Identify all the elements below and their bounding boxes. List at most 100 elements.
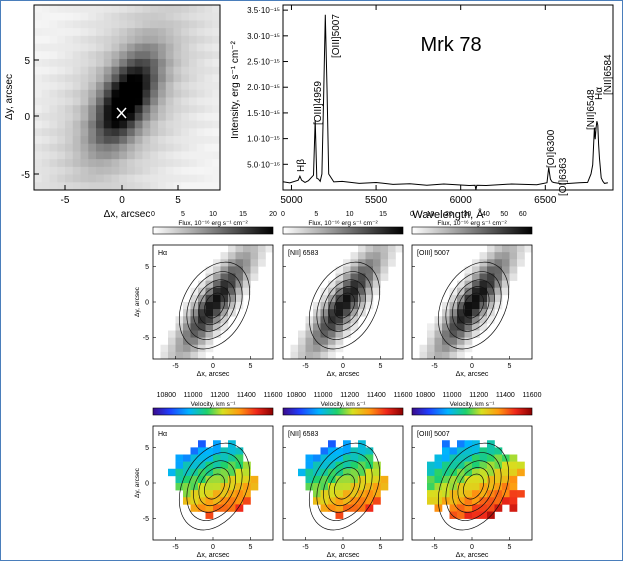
- contour-line: [328, 286, 361, 326]
- map-pixel: [457, 287, 465, 296]
- top-image-pixel: [41, 112, 50, 122]
- map-pixel: [235, 468, 244, 477]
- map-pixel: [442, 344, 450, 353]
- map-pixel: [198, 497, 206, 505]
- map-xtick-label: 0: [470, 363, 474, 370]
- map-pixel: [235, 287, 244, 296]
- top-image-pixel: [72, 28, 81, 37]
- map-pixel: [464, 280, 473, 289]
- top-image-pixel: [103, 166, 112, 175]
- top-image-pixel: [150, 159, 159, 168]
- top-image-pixel: [212, 151, 221, 160]
- map-pixel: [335, 294, 344, 303]
- top-image-pixel: [127, 159, 136, 168]
- map-pixel: [335, 287, 344, 296]
- map-pixel: [258, 245, 266, 253]
- map-pixel: [320, 490, 329, 498]
- map-pixel: [509, 475, 518, 484]
- top-image-pixel: [134, 66, 143, 75]
- map-pixel: [509, 490, 518, 498]
- top-image-pixel: [134, 5, 143, 14]
- top-image-pixel: [57, 97, 66, 106]
- top-image-pixel: [111, 66, 120, 75]
- top-image-pixel: [72, 128, 81, 137]
- map-pixel: [320, 351, 329, 360]
- top-image-pixel: [80, 151, 89, 160]
- map-pixel: [494, 287, 503, 296]
- map-pixel: [472, 475, 480, 484]
- top-image-pixel: [88, 82, 97, 91]
- map-pixel: [328, 309, 336, 317]
- map-pixel: [235, 259, 244, 267]
- top-image-pixel: [150, 5, 159, 14]
- top-image-pixel: [88, 174, 97, 183]
- top-image-pixel: [173, 58, 182, 68]
- map-pixel: [228, 280, 236, 289]
- map-pixel: [220, 287, 229, 296]
- top-image-pixel: [41, 89, 50, 98]
- map-pixel: [517, 259, 525, 267]
- map-pixel: [175, 461, 184, 470]
- map-xtick-label: 5: [508, 544, 512, 551]
- top-image-pixel: [173, 74, 182, 83]
- top-image-pixel: [158, 136, 167, 145]
- map-pixel: [190, 454, 199, 462]
- map-pixel: [479, 309, 488, 317]
- map-pixel: [220, 504, 229, 512]
- map-pixel: [190, 309, 199, 317]
- map-pixel: [213, 273, 221, 281]
- map-pixel: [213, 490, 221, 498]
- map-pixel: [343, 316, 351, 324]
- map-pixel: [442, 323, 450, 331]
- colorbar-tick-label: 10800: [416, 392, 436, 399]
- top-image-pixel: [96, 136, 105, 145]
- map-pixel: [205, 337, 214, 346]
- map-pixel: [434, 468, 443, 477]
- top-image-pixel: [34, 120, 43, 129]
- map-pixel: [464, 511, 473, 519]
- top-ylabel: Δy, arcsec: [4, 74, 15, 120]
- top-image-pixel: [119, 20, 128, 29]
- map-pixel: [313, 337, 321, 346]
- top-image-pixel: [134, 128, 143, 137]
- map-pixel: [457, 461, 465, 470]
- top-image-pixel: [212, 166, 221, 175]
- map-pixel: [335, 490, 344, 498]
- top-image-pixel: [57, 166, 66, 175]
- top-image-pixel: [196, 82, 205, 91]
- top-image-pixel: [158, 74, 167, 83]
- map-pixel: [235, 252, 244, 260]
- map-pixel: [213, 280, 221, 289]
- map-pixel: [205, 475, 214, 484]
- top-image-pixel: [103, 105, 112, 114]
- map-pixel: [350, 280, 359, 289]
- map-pixel: [335, 461, 344, 470]
- map-pixel: [198, 302, 206, 310]
- map-pixel: [243, 461, 251, 470]
- map-pixel: [213, 302, 221, 310]
- map-pixel: [487, 266, 495, 274]
- top-image-pixel: [34, 112, 43, 122]
- contour-line: [308, 442, 381, 531]
- top-image-pixel: [189, 182, 198, 191]
- map-pixel: [427, 344, 435, 353]
- map-pixel: [479, 504, 488, 512]
- map-pixel: [449, 454, 458, 462]
- map-pixel: [343, 294, 351, 303]
- colorbar-tick-label: 0: [151, 211, 155, 218]
- map-pixel: [434, 504, 443, 512]
- map-pixel: [487, 316, 495, 324]
- map-pixel: [290, 351, 299, 360]
- map-pixel: [479, 461, 488, 470]
- top-image-pixel: [127, 89, 136, 98]
- map-pixel: [335, 454, 344, 462]
- top-image-pixel: [88, 28, 97, 37]
- top-image-pixel: [204, 58, 213, 68]
- map-pixel: [464, 454, 473, 462]
- top-image-pixel: [80, 112, 89, 122]
- top-image-pixel: [88, 12, 97, 21]
- map-pixel: [494, 483, 503, 491]
- map-ytick-label: -5: [143, 516, 149, 523]
- map-pixel: [313, 461, 321, 470]
- top-image-pixel: [196, 112, 205, 122]
